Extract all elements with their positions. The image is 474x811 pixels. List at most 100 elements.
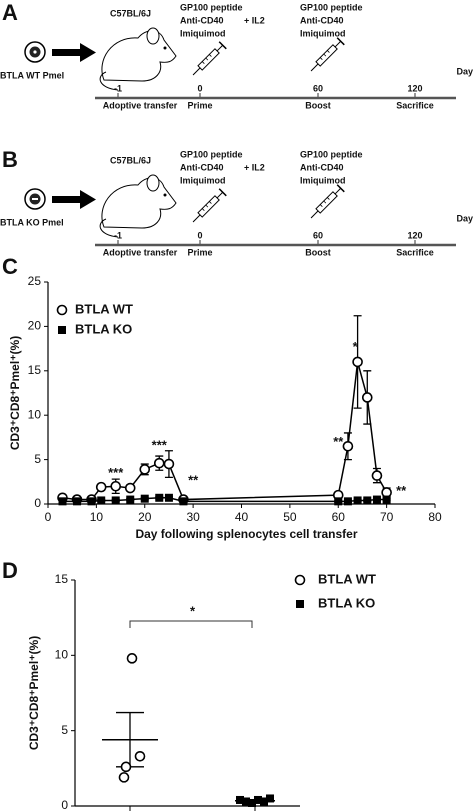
mouse-ear: [146, 174, 160, 192]
timeline-panel: A BTLA WT Pmel C57BL/6J Day -1 Adoptive trans…: [0, 0, 473, 110]
marker-circle: [126, 653, 138, 664]
syringe-grip: [218, 41, 227, 50]
boost-item: Imiquimod: [300, 28, 346, 38]
x-tick-label: 0: [45, 510, 52, 524]
syringe-barrel: [197, 195, 220, 218]
syringe-mark: [319, 57, 323, 60]
syringe-barrel: [315, 191, 338, 214]
y-tick-label: 15: [28, 363, 42, 377]
marker-square: [382, 495, 391, 504]
legend-label: BTLA WT: [75, 301, 133, 316]
significance: **: [396, 483, 407, 498]
y-tick-label: 20: [28, 319, 42, 333]
marker-square: [126, 495, 135, 504]
syringe-plunger: [334, 187, 342, 195]
syringe-mark: [205, 204, 209, 208]
prime-item: + IL2: [244, 15, 265, 25]
series-line: [62, 497, 387, 503]
marker-square: [155, 493, 164, 502]
significance: ***: [152, 438, 168, 453]
marker-square: [111, 496, 120, 505]
syringe-mark: [319, 204, 323, 207]
cell-mark: [33, 50, 37, 54]
event-label: Boost: [305, 100, 331, 110]
event-label: Adoptive transfer: [103, 100, 178, 110]
significance: **: [188, 472, 199, 487]
arrow-head: [80, 190, 96, 209]
mouse-eye: [163, 46, 167, 50]
legend-label: BTLA WT: [318, 571, 376, 586]
event-label: Adoptive transfer: [103, 247, 178, 257]
x-tick-label: 70: [380, 510, 394, 524]
significance: **: [333, 434, 344, 449]
prime-item: Anti-CD40: [180, 162, 224, 172]
x-tick-label: 20: [138, 510, 152, 524]
panel-letter: B: [2, 147, 18, 172]
mouse-tail: [99, 71, 119, 91]
syringe-mark: [201, 61, 205, 64]
marker-circle: [371, 470, 383, 481]
syringe-grip: [218, 188, 227, 197]
mouse-body: [101, 30, 177, 82]
prime-item: Imiquimod: [180, 175, 226, 185]
y-tick-label: 0: [34, 496, 41, 510]
syringe-mark: [209, 201, 212, 204]
marker-circle: [163, 458, 175, 470]
mouse-tail: [99, 218, 119, 238]
marker-circle: [95, 481, 107, 493]
marker-square: [97, 496, 106, 505]
event-label: Prime: [187, 247, 212, 257]
x-tick-label: 80: [428, 510, 442, 524]
syringe-needle: [192, 214, 201, 223]
marker-square: [140, 494, 149, 503]
significance: ***: [108, 465, 124, 480]
legend-marker: [56, 304, 68, 316]
cell-mark: [32, 198, 38, 200]
boost-item: GP100 peptide: [300, 149, 363, 159]
y-tick-label: 5: [34, 452, 41, 466]
legend-label: BTLA KO: [318, 595, 375, 610]
marker-square: [353, 496, 362, 505]
event-label: Sacrifice: [396, 247, 434, 257]
timeline-label: Day: [456, 213, 473, 223]
y-tick-label: 15: [55, 572, 69, 586]
y-axis-label: CD3⁺CD8⁺Pmel⁺(%): [8, 336, 22, 450]
marker-square: [260, 797, 268, 806]
syringe-needle: [310, 210, 319, 219]
x-tick-label: 50: [283, 510, 297, 524]
panel-letter: A: [2, 0, 18, 25]
x-tick-label: 30: [186, 510, 200, 524]
significance-bracket: [129, 620, 253, 628]
syringe-barrel: [315, 44, 338, 67]
x-tick-label: 60: [332, 510, 346, 524]
day-label: 120: [407, 83, 422, 93]
marker-circle: [134, 750, 146, 762]
prime-item: Anti-CD40: [180, 15, 224, 25]
marker-square: [248, 798, 256, 807]
day-label: 60: [313, 83, 323, 93]
event-label: Prime: [187, 100, 212, 110]
marker-square: [73, 497, 82, 506]
marker-circle: [124, 482, 136, 494]
marker-square: [179, 497, 188, 506]
day-label: 120: [407, 230, 422, 240]
mouse-strain: C57BL/6J: [110, 155, 151, 165]
syringe-mark: [323, 200, 327, 204]
day-label: 60: [313, 230, 323, 240]
x-tick-label: 40: [235, 510, 249, 524]
cell-label: BTLA WT Pmel: [0, 70, 64, 80]
syringe: [192, 41, 227, 76]
y-tick-label: 10: [55, 648, 69, 662]
prime-item: Imiquimod: [180, 28, 226, 38]
marker-square: [372, 495, 381, 504]
significance: *: [353, 339, 359, 354]
syringe: [310, 184, 345, 219]
boost-item: Imiquimod: [300, 175, 346, 185]
prime-item: GP100 peptide: [180, 149, 243, 159]
syringe-plunger: [216, 191, 224, 199]
arrow-shaft: [52, 49, 82, 56]
mouse-strain: C57BL/6J: [110, 8, 151, 18]
day-label: -1: [114, 230, 122, 240]
marker-square: [334, 497, 343, 506]
